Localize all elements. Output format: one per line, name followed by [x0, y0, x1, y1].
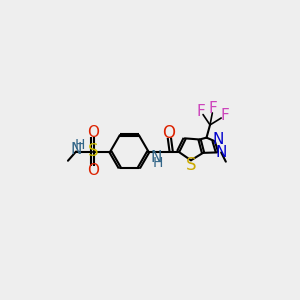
Text: O: O [87, 164, 99, 178]
Text: N: N [215, 145, 227, 160]
Text: N: N [70, 142, 82, 157]
Text: N: N [212, 132, 224, 147]
Text: O: O [162, 124, 175, 142]
Text: S: S [88, 142, 98, 160]
Text: F: F [209, 101, 218, 116]
Text: H: H [152, 156, 163, 170]
Text: F: F [220, 108, 229, 123]
Text: N: N [150, 151, 161, 166]
Text: F: F [196, 103, 205, 118]
Text: H: H [74, 138, 85, 152]
Text: S: S [186, 156, 196, 174]
Text: O: O [87, 124, 99, 140]
